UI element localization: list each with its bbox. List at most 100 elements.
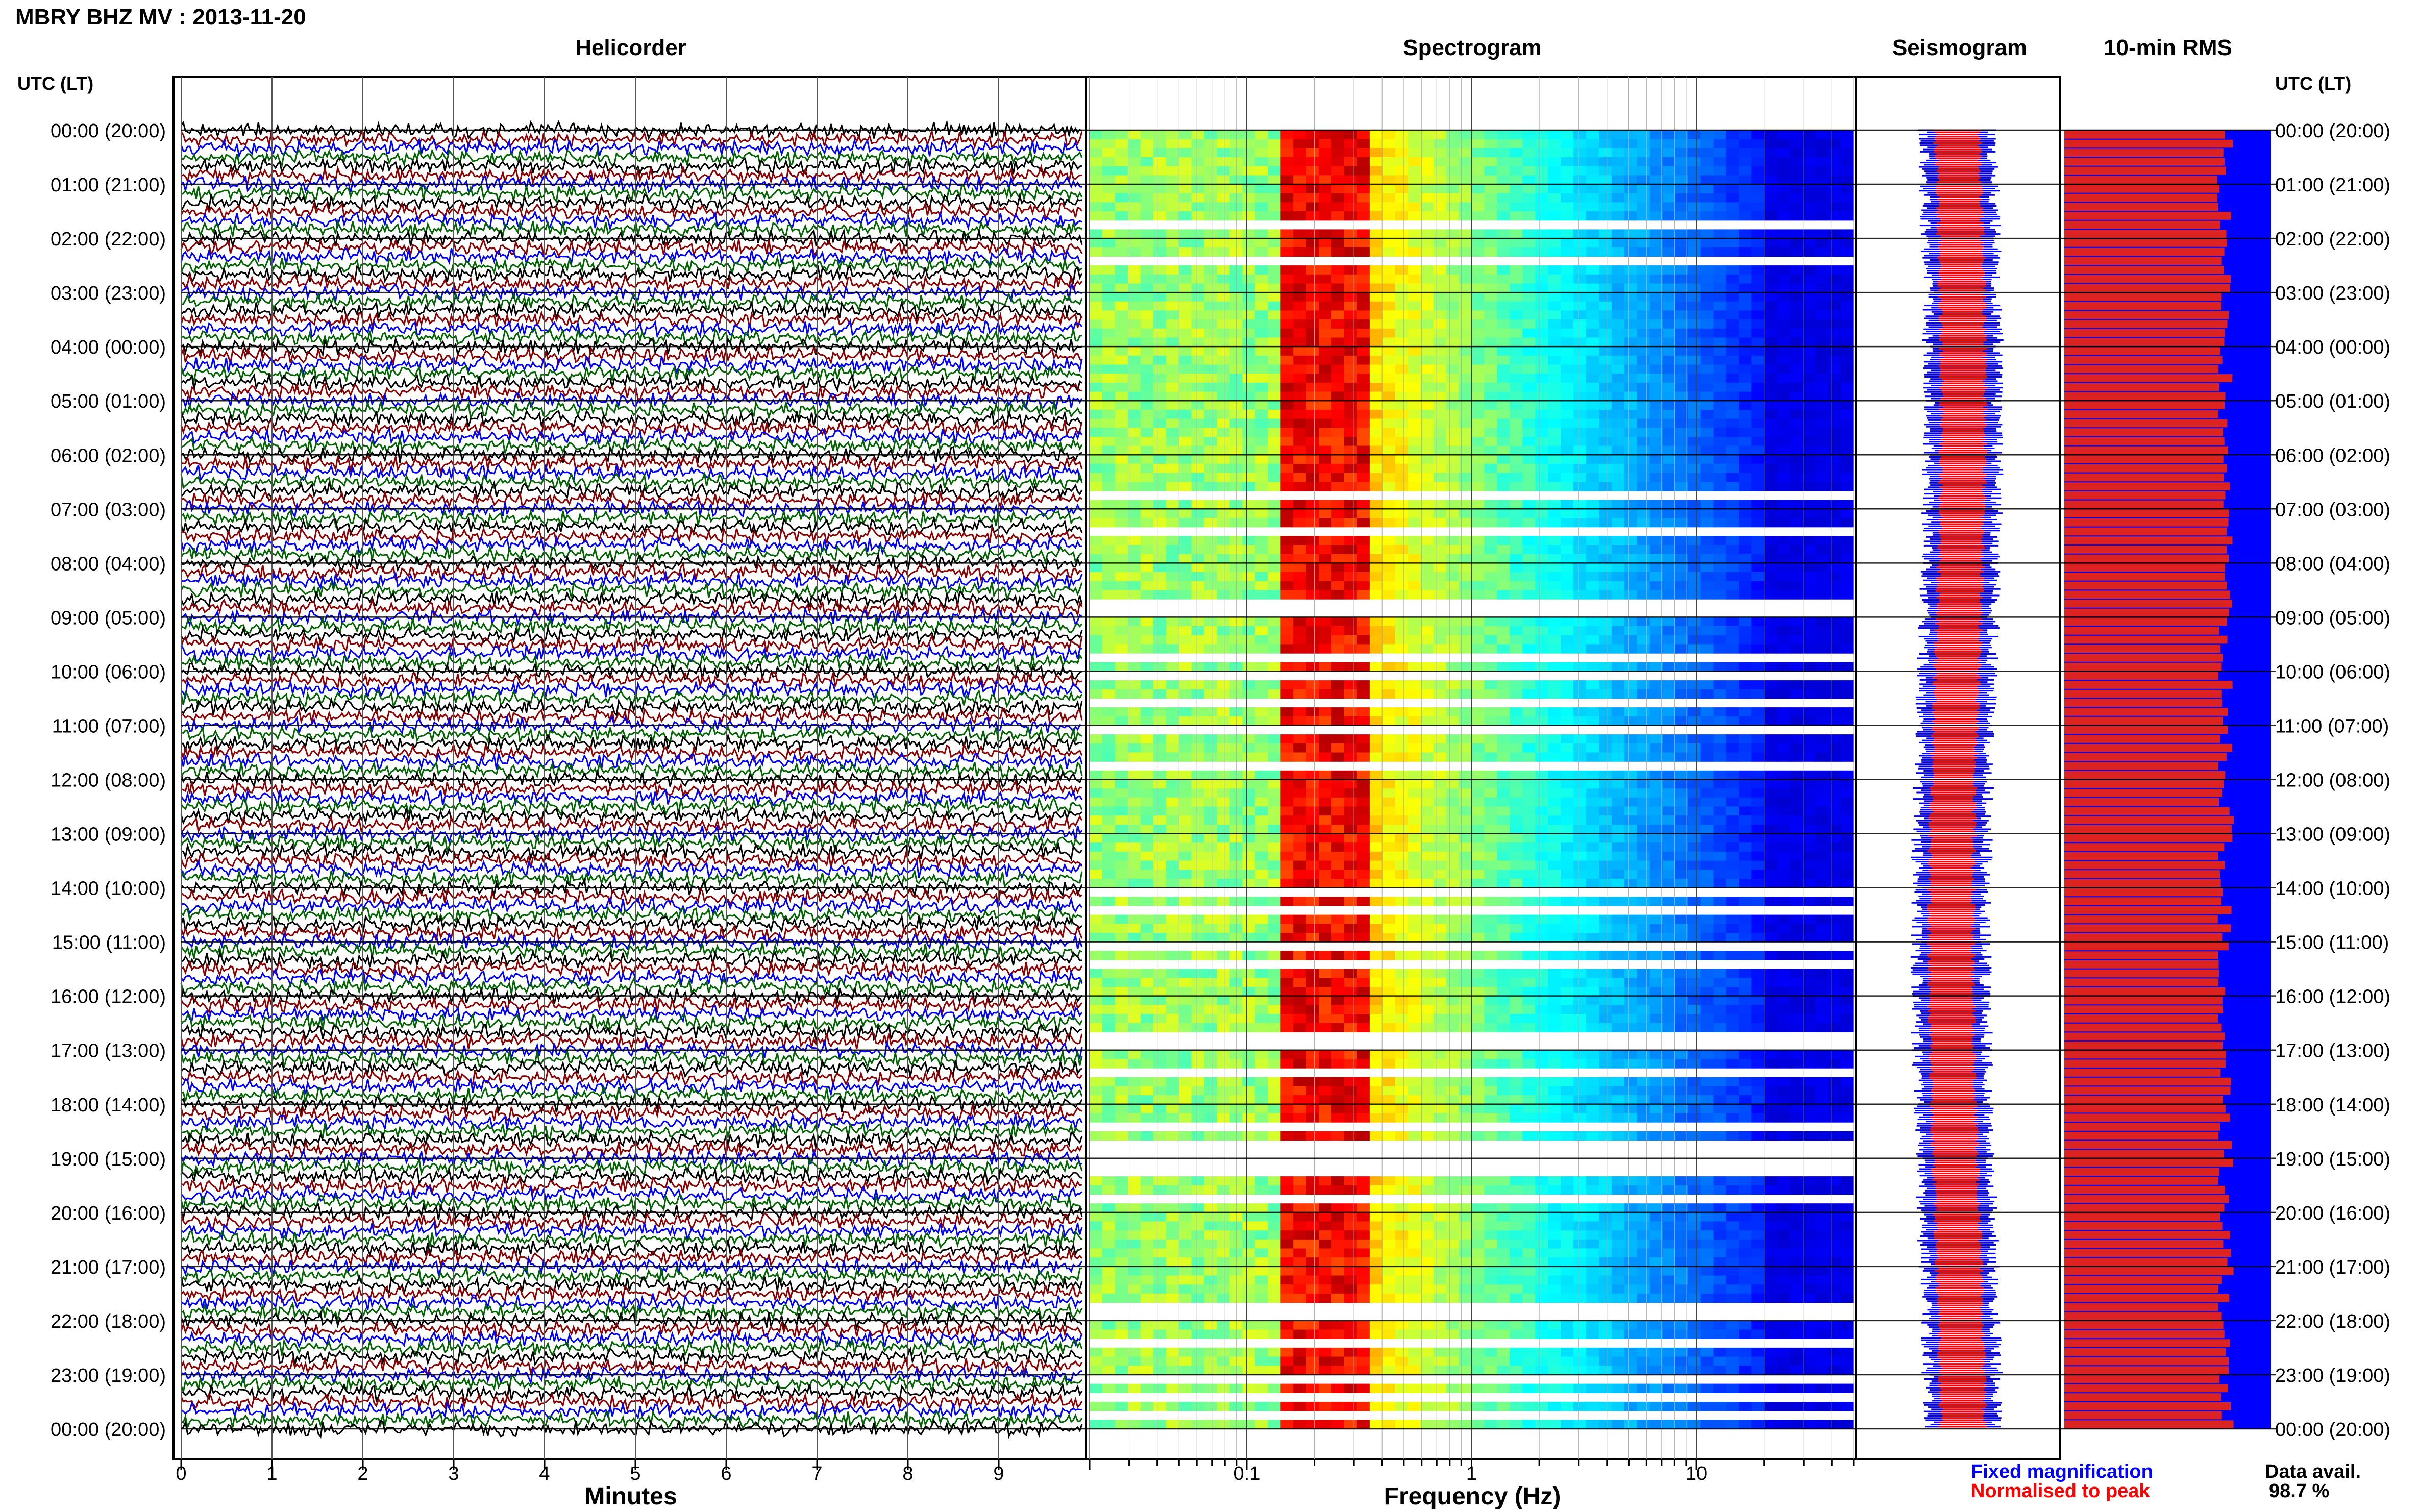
spectrogram-cell (1777, 518, 1790, 528)
spectrogram-cell (1649, 554, 1663, 563)
spectrogram-cell (1522, 301, 1536, 311)
spectrogram-cell (1803, 202, 1816, 212)
spectrogram-cell (1293, 265, 1306, 275)
spectrogram-cell (1344, 428, 1357, 437)
spectrogram-cell (1739, 617, 1752, 627)
spectrogram-cell (1675, 689, 1689, 699)
spectrogram-cell (1217, 193, 1230, 203)
spectrogram-cell (1586, 851, 1599, 861)
spectrogram-cell (1497, 897, 1511, 906)
spectrogram-cell (1471, 969, 1485, 978)
spectrogram-cell (1408, 463, 1421, 474)
spectrogram-cell (1420, 166, 1434, 176)
spectrogram-cell (1484, 815, 1498, 825)
spectrogram-cell (1764, 536, 1778, 546)
spectrogram-cell (1624, 743, 1638, 753)
spectrogram-cell (1153, 391, 1167, 401)
spectrogram-cell (1675, 978, 1689, 987)
spectrogram-cell (1433, 391, 1447, 401)
spectrogram-cell (1790, 563, 1803, 573)
spectrogram-cell (1356, 870, 1370, 879)
spectrogram-cell (1561, 924, 1574, 933)
spectrogram-cell (1115, 572, 1128, 582)
spectrogram-cell (1497, 662, 1511, 672)
spectrogram-cell (1178, 788, 1192, 798)
spectrogram-cell (1191, 455, 1205, 464)
spectrogram-cell (1255, 833, 1269, 843)
spectrogram-cell (1140, 247, 1154, 257)
spectrogram-cell (1790, 202, 1803, 212)
spectrogram-cell (1522, 924, 1536, 933)
spectrogram-cell (1242, 283, 1256, 293)
spectrogram-cell (1764, 635, 1778, 645)
spectrogram-cell (1611, 482, 1625, 491)
spectrogram-cell (1573, 337, 1587, 347)
spectrogram-cell (1217, 545, 1230, 555)
helicorder-trace (181, 453, 1083, 475)
spectrogram-cell (1166, 572, 1179, 582)
spectrogram-cell (1191, 202, 1205, 212)
spectrogram-cell (1255, 292, 1269, 302)
spectrogram-cell (1090, 878, 1103, 888)
spectrogram-cell (1331, 743, 1345, 753)
spectrogram-cell (1510, 815, 1523, 825)
spectrogram-cell (1102, 409, 1116, 419)
spectrogram-cell (1102, 680, 1116, 690)
spectrogram-cell (1153, 878, 1167, 888)
spectrogram-cell (1803, 662, 1816, 672)
spectrogram-cell (1484, 211, 1498, 221)
spectrogram-cell (1166, 581, 1179, 590)
spectrogram-cell (1090, 924, 1103, 933)
spectrogram-cell (1803, 644, 1816, 654)
spectrogram-cell (1382, 301, 1396, 311)
spectrogram-cell (1700, 572, 1714, 582)
spectrogram-cell (1739, 851, 1752, 861)
spectrogram-cell (1191, 563, 1205, 573)
spectrogram-cell (1369, 455, 1383, 464)
spectrogram-cell (1102, 617, 1116, 627)
spectrogram-cell (1140, 581, 1154, 590)
spectrogram-cell (1548, 310, 1561, 320)
spectrogram-cell (1433, 374, 1447, 383)
spectrogram-cell (1446, 842, 1460, 852)
spectrogram-cell (1522, 914, 1536, 924)
helicorder-trace (180, 157, 1082, 178)
spectrogram-cell (1204, 328, 1218, 338)
spectrogram-cell (1777, 193, 1790, 203)
spectrogram-cell (1306, 310, 1319, 320)
spectrogram-cell (1484, 292, 1498, 302)
spectrogram-cell (1446, 175, 1460, 185)
spectrogram-cell (1127, 247, 1141, 257)
spectrogram-cell (1255, 364, 1269, 374)
spectrogram-cell (1166, 924, 1179, 933)
spectrogram-cell (1344, 166, 1357, 176)
spectrogram-cell (1535, 301, 1548, 311)
spectrogram-cell (1497, 337, 1511, 347)
spectrogram-cell (1459, 130, 1472, 140)
spectrogram-cell (1140, 563, 1154, 573)
spectrogram-cell (1127, 978, 1141, 987)
spectrogram-cell (1102, 518, 1116, 528)
spectrogram-cell (1777, 743, 1790, 753)
spectrogram-cell (1178, 824, 1192, 834)
spectrogram-cell (1382, 878, 1396, 888)
spectrogram-cell (1319, 301, 1332, 311)
spectrogram-cell (1662, 463, 1676, 474)
spectrogram-cell (1395, 401, 1409, 410)
spectrogram-cell (1777, 473, 1790, 482)
spectrogram-cell (1548, 870, 1561, 879)
spectrogram-cell (1535, 951, 1548, 960)
spectrogram-cell (1153, 572, 1167, 582)
spectrogram-cell (1611, 319, 1625, 329)
spectrogram-cell (1344, 265, 1357, 275)
spectrogram-cell (1790, 914, 1803, 924)
spectrogram-cell (1306, 536, 1319, 546)
spectrogram-cell (1662, 436, 1676, 447)
spectrogram-cell (1204, 509, 1218, 518)
spectrogram-cell (1217, 391, 1230, 401)
spectrogram-cell (1497, 401, 1511, 410)
spectrogram-cell (1153, 509, 1167, 518)
spectrogram-cell (1561, 590, 1574, 600)
spectrogram-cell (1790, 572, 1803, 582)
spectrogram-cell (1777, 509, 1790, 518)
